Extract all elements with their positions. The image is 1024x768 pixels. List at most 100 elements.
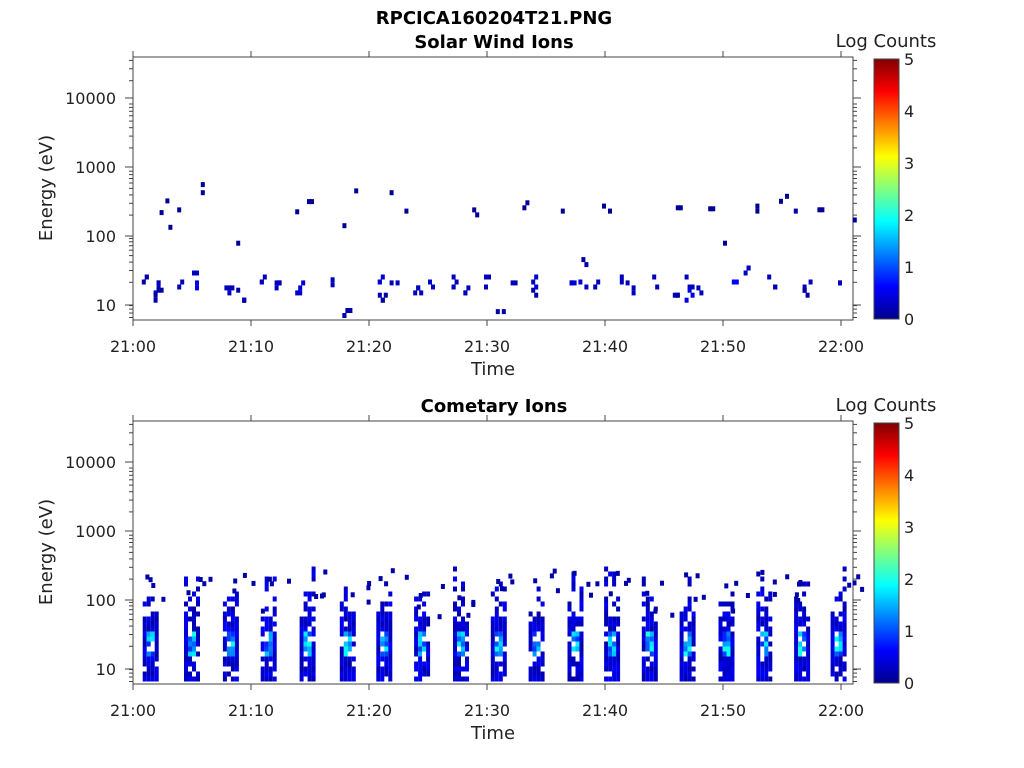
spectrogram-cell bbox=[608, 661, 613, 667]
spectrogram-cell bbox=[299, 671, 304, 677]
spectrogram-cell bbox=[540, 631, 545, 637]
spectrogram-cell bbox=[184, 651, 188, 657]
spectrogram-cell bbox=[142, 676, 147, 682]
spectrogram-cell bbox=[168, 224, 173, 230]
spectrogram-cell bbox=[498, 661, 503, 667]
spectrogram-cell bbox=[142, 601, 147, 607]
spectrogram-cell bbox=[687, 656, 692, 662]
spectrogram-cell bbox=[188, 616, 192, 622]
spectrogram-cell bbox=[307, 641, 312, 647]
spectrogram-cell bbox=[755, 208, 760, 214]
spectrogram-cell bbox=[531, 279, 536, 285]
spectrogram-cell bbox=[726, 656, 731, 662]
spectrogram-cell bbox=[604, 656, 609, 662]
spectrogram-cell bbox=[502, 636, 507, 642]
spectrogram-cell bbox=[384, 656, 389, 662]
spectrogram-cell bbox=[645, 666, 650, 672]
x-tick-label: 21:00 bbox=[110, 337, 156, 356]
y-tick: 100 bbox=[85, 227, 861, 246]
spectrogram-cell bbox=[196, 586, 200, 592]
spectrogram-cell bbox=[652, 274, 657, 280]
spectrogram-cell bbox=[691, 651, 696, 657]
spectrogram-cell bbox=[616, 651, 621, 657]
spectrogram-cell bbox=[461, 616, 465, 622]
y-axis-ticks: 10 100 1000 10000 bbox=[65, 89, 861, 315]
spectrogram-cell bbox=[484, 284, 488, 290]
spectrogram-cell bbox=[457, 631, 461, 637]
x-tick-label: 21:40 bbox=[582, 701, 628, 720]
spectrogram-cell bbox=[510, 280, 515, 286]
spectrogram-cell bbox=[264, 661, 269, 667]
spectrogram-cell bbox=[498, 631, 503, 637]
spectrogram-cell bbox=[498, 641, 503, 647]
spectrogram-cell bbox=[540, 621, 545, 627]
spectrogram-cell bbox=[150, 676, 155, 682]
x-tick: 21:40 bbox=[582, 415, 628, 720]
spectrogram-cell bbox=[494, 671, 499, 677]
spectrogram-cell bbox=[222, 621, 227, 627]
spectrogram-cell bbox=[414, 651, 419, 657]
spectrogram-cell bbox=[461, 646, 465, 652]
spectrogram-cell bbox=[146, 621, 151, 627]
spectrogram-cell bbox=[708, 206, 713, 212]
spectrogram-cell bbox=[756, 651, 761, 657]
spectrogram-cell bbox=[453, 646, 457, 652]
spectrogram-cell bbox=[234, 631, 239, 637]
spectrogram-cell bbox=[691, 621, 696, 627]
spectrogram-cell bbox=[451, 274, 456, 280]
spectrogram-cell bbox=[619, 279, 624, 285]
spectrogram-cell bbox=[756, 571, 761, 577]
spectrogram-cell bbox=[645, 631, 650, 637]
spectrogram-cell bbox=[802, 666, 807, 672]
spectrogram-cell bbox=[567, 676, 572, 682]
spectrogram-cell bbox=[798, 631, 803, 637]
spectrogram-cell bbox=[311, 616, 316, 622]
spectrogram-cell bbox=[465, 646, 469, 652]
spectrogram-cell bbox=[608, 676, 613, 682]
colorbar-label: Log Counts bbox=[836, 395, 937, 416]
spectrogram-cell bbox=[146, 666, 151, 672]
spectrogram-cell bbox=[426, 671, 431, 677]
spectrogram-cell bbox=[494, 661, 499, 667]
spectrogram-cell bbox=[806, 666, 811, 672]
spectrogram-cell bbox=[528, 641, 533, 647]
spectrogram-cell bbox=[196, 631, 200, 637]
colorbar-tick: 0 bbox=[904, 674, 914, 693]
spectrogram-cell bbox=[533, 578, 538, 584]
spectrogram-cell bbox=[376, 661, 381, 667]
spectrogram-cell bbox=[453, 601, 457, 607]
spectrogram-cell bbox=[653, 631, 658, 637]
spectrogram-cell bbox=[532, 676, 537, 682]
spectrogram-cell bbox=[571, 611, 576, 617]
spectrogram-cell bbox=[343, 661, 348, 667]
spectrogram-cell bbox=[842, 651, 847, 657]
spectrogram-cell bbox=[146, 601, 151, 607]
spectrogram-cell bbox=[272, 621, 277, 627]
spectrogram-cell bbox=[794, 661, 799, 667]
spectrogram-cell bbox=[722, 641, 727, 647]
spectrogram-cell bbox=[653, 608, 658, 614]
spectrogram-cell bbox=[571, 576, 576, 582]
spectrogram-cell bbox=[311, 591, 316, 597]
spectrogram-cell bbox=[691, 666, 696, 672]
spectrogram-cell bbox=[264, 646, 269, 652]
colorbar-tick: 3 bbox=[904, 154, 914, 173]
spectrogram-cell bbox=[260, 676, 265, 682]
spectrogram-cell bbox=[683, 651, 688, 657]
spectrogram-cell bbox=[773, 284, 778, 290]
spectrogram-cell bbox=[418, 636, 423, 642]
spectrogram-cell bbox=[234, 601, 239, 607]
spectrogram-cell bbox=[339, 626, 344, 632]
spectrogram-cell bbox=[376, 671, 381, 677]
spectrogram-cell bbox=[457, 621, 461, 627]
spectrogram-cell bbox=[188, 636, 192, 642]
spectrogram-cell bbox=[802, 661, 807, 667]
spectrogram-cell bbox=[146, 631, 151, 637]
y-axis-ticks: 10 100 1000 10000 bbox=[65, 453, 861, 679]
spectrogram-cell bbox=[645, 616, 650, 622]
spectrogram-cell bbox=[230, 606, 235, 612]
spectrogram-cell bbox=[684, 297, 689, 303]
x-tick-label: 21:00 bbox=[110, 701, 156, 720]
spectrogram-cell bbox=[233, 578, 238, 584]
spectrogram-cell bbox=[718, 601, 723, 607]
